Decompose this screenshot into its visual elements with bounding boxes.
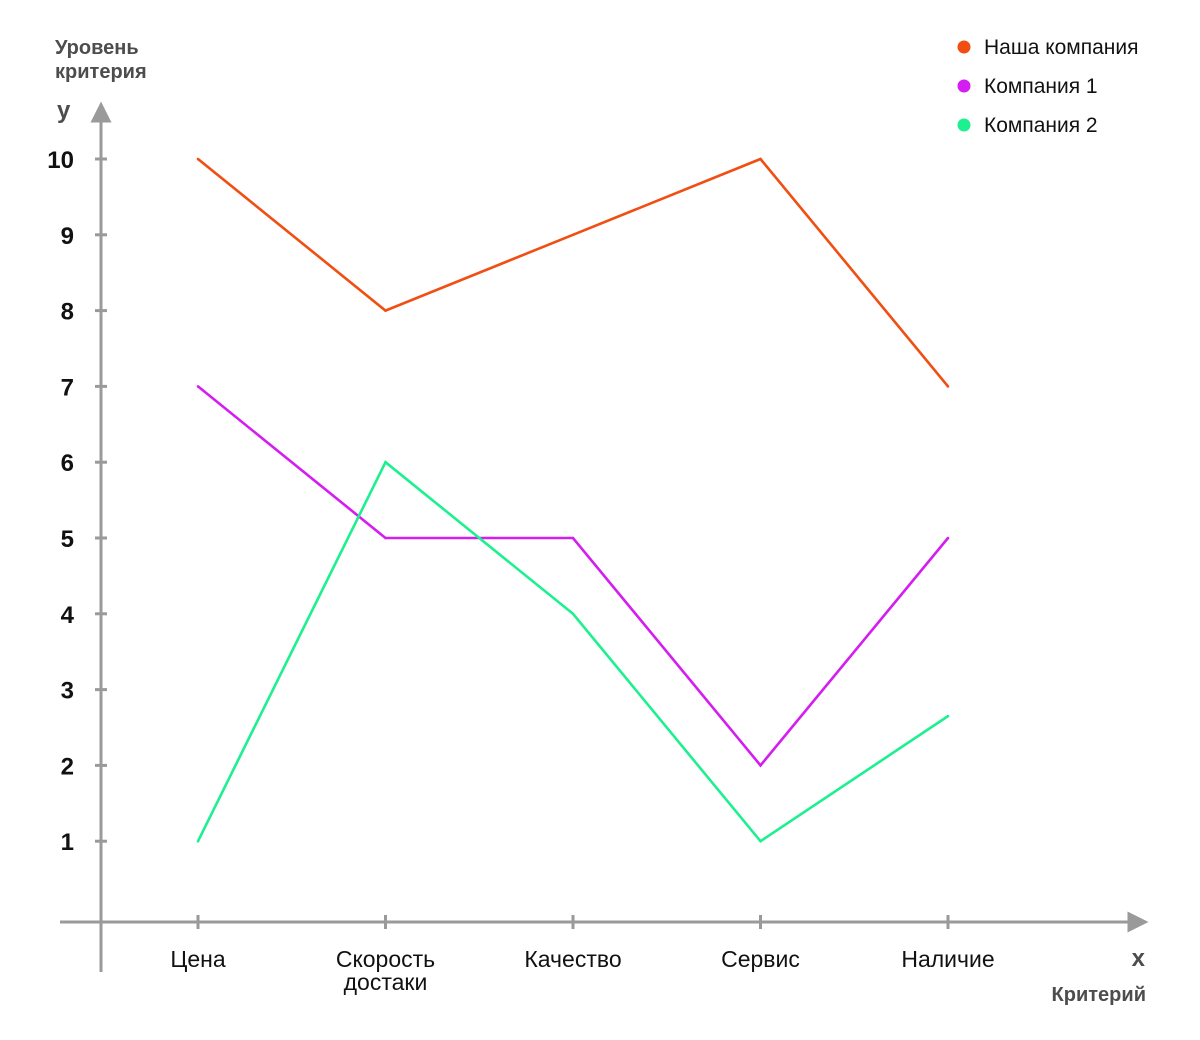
x-tick-label: Наличие — [901, 946, 994, 972]
series-layer — [196, 157, 950, 843]
data-point — [196, 839, 200, 843]
x-axis-title: Критерий — [1052, 984, 1146, 1006]
y-axis-title: Уровень критерия — [55, 37, 147, 83]
x-tick-label: Цена — [170, 946, 226, 972]
legend-label: Компания 1 — [984, 75, 1098, 98]
data-point — [946, 536, 950, 540]
data-point — [196, 385, 200, 388]
axes — [60, 101, 1149, 972]
series-line-1 — [197, 157, 950, 388]
legend-marker — [957, 79, 971, 93]
y-tick-label: 3 — [61, 678, 74, 705]
data-point — [571, 536, 575, 540]
y-tick-label: 5 — [61, 526, 74, 553]
data-point — [571, 233, 575, 237]
series-line-2 — [197, 385, 950, 768]
y-tick-label: 4 — [61, 602, 75, 629]
data-point — [384, 536, 387, 540]
data-point — [384, 460, 387, 464]
legend-marker — [957, 40, 971, 54]
y-tick-label: 8 — [61, 299, 74, 326]
series-line-3 — [196, 460, 949, 843]
y-tick-label: 9 — [61, 223, 74, 250]
data-point — [759, 157, 762, 161]
y-ticks: 1 2 3 4 5 6 7 8 9 10 — [47, 147, 107, 856]
x-tick-label-line: Наличие — [901, 946, 994, 972]
x-tick-label-line: Сервис — [721, 946, 800, 972]
x-tick-label-line: Цена — [170, 946, 226, 972]
x-tick-label-line: Качество — [524, 946, 621, 972]
x-tick-label: Качество — [524, 946, 621, 972]
legend-marker — [957, 118, 971, 132]
data-point — [946, 714, 950, 718]
x-ticks: Цена Скорость достаки Качество Сервис Наличие — [170, 915, 995, 995]
data-point — [571, 612, 575, 616]
data-point — [759, 764, 762, 767]
legend: Наша компания Компания 1 Компания 2 — [957, 36, 1139, 137]
y-axis-title-line-1: Уровень — [55, 37, 139, 59]
data-point — [384, 309, 387, 312]
y-tick-label: 7 — [61, 374, 74, 401]
x-tick-label: Скорость достаки — [336, 946, 435, 995]
x-tick-label: Сервис — [721, 946, 800, 972]
x-axis-letter: x — [1132, 945, 1146, 972]
data-point — [946, 385, 950, 388]
legend-label: Компания 2 — [984, 114, 1098, 137]
y-tick-label: 2 — [61, 753, 74, 780]
y-axis-title-line-2: критерия — [55, 61, 147, 83]
data-point — [196, 157, 200, 161]
y-tick-label: 10 — [47, 147, 74, 174]
y-tick-label: 1 — [61, 829, 74, 856]
x-tick-label-line: Скорость — [336, 946, 435, 972]
y-tick-label: 6 — [61, 450, 74, 477]
x-tick-label-line: достаки — [344, 969, 428, 995]
y-axis-letter: y — [57, 97, 71, 124]
legend-label: Наша компания — [984, 36, 1139, 59]
data-point — [759, 839, 762, 843]
